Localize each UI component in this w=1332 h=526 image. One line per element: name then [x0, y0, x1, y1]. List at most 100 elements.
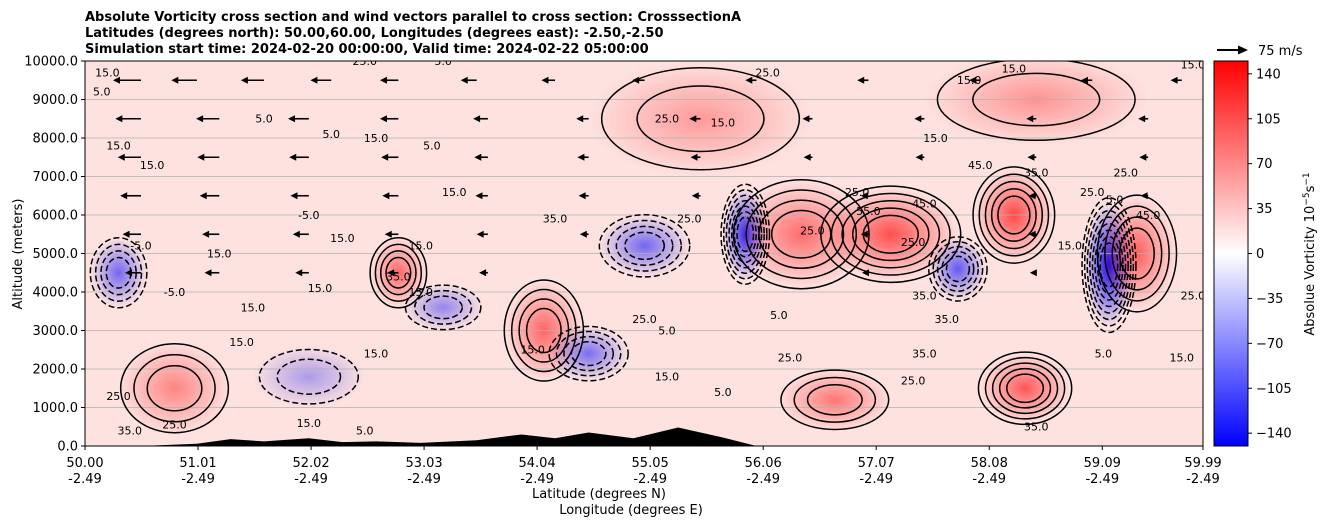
contour-line-42 — [830, 192, 951, 276]
wind-vector-40 — [578, 192, 589, 200]
colorbar-tick-label-4: 0 — [1256, 247, 1264, 262]
x-tick-label-lon-3: -2.49 — [407, 472, 441, 487]
contour-line-7 — [276, 358, 342, 395]
contour-line-77 — [936, 61, 1136, 142]
colorbar-tick-label-2: 70 — [1256, 157, 1273, 172]
contour-line-22 — [555, 330, 622, 377]
y-tick-label-10: 10000.0 — [24, 55, 78, 70]
contour-label-41: 15.0 — [207, 247, 232, 260]
colorbar-label-unit: s — [1303, 185, 1318, 192]
contour-label-40: -5.0 — [164, 286, 185, 299]
wind-vector-19 — [689, 115, 701, 123]
wind-vector-34 — [1139, 153, 1149, 161]
title-line-1: Absolute Vorticity cross section and win… — [85, 10, 741, 25]
contour-line-68 — [1111, 216, 1163, 291]
vorticity-blob-18 — [924, 61, 1149, 146]
wind-vector-44 — [1140, 192, 1149, 200]
contour-line-46 — [936, 245, 979, 292]
x-tick-label-lon-10: -2.49 — [1186, 472, 1220, 487]
colorbar-tick-label-0: 140 — [1256, 67, 1281, 82]
wind-vector-4 — [379, 76, 399, 84]
contour-line-45 — [941, 250, 975, 288]
contour-line-65 — [1083, 203, 1135, 327]
wind-vector-50 — [579, 230, 589, 238]
contour-line-33 — [722, 189, 768, 280]
contour-label-33: 35.0 — [543, 213, 568, 226]
wind-vector-24 — [117, 153, 141, 161]
contour-line-9 — [385, 256, 412, 289]
contour-label-21: 45.0 — [968, 159, 993, 172]
contour-label-2: 15.0 — [106, 140, 131, 153]
contour-line-32 — [725, 194, 765, 274]
contour-line-51 — [984, 180, 1044, 250]
contour-label-19: 15.0 — [711, 116, 736, 129]
wind-vector-43 — [1028, 192, 1037, 200]
wind-vector-7 — [632, 76, 645, 84]
contour-label-34: 25.0 — [677, 213, 702, 226]
colorbar-label-unit-exp: −1 — [1302, 172, 1312, 185]
x-tick-label-lat-6: 56.06 — [745, 456, 782, 471]
wind-vector-59 — [1029, 269, 1037, 277]
contour-line-3 — [89, 237, 148, 309]
contour-label-20: 15.0 — [923, 132, 948, 145]
x-tick-label-lon-7: -2.49 — [859, 472, 893, 487]
x-tick-label-lon-4: -2.49 — [520, 472, 554, 487]
contour-label-12: 15.0 — [1002, 63, 1027, 76]
contour-label-54: 15.0 — [520, 344, 545, 357]
wind-vector-3 — [310, 76, 332, 84]
y-axis-ticks: 0.0 1000.0 2000.0 3000.0 4000.0 5000.0 6000.0 7… — [24, 55, 85, 455]
contour-label-1: 5.0 — [93, 86, 111, 99]
contour-line-37 — [745, 189, 858, 280]
contour-label-27: 45.0 — [912, 197, 937, 210]
x-tick-label-lat-0: 50.00 — [66, 456, 103, 471]
y-tick-label-1: 1000.0 — [33, 401, 79, 416]
contour-line-62 — [1091, 222, 1127, 308]
contour-label-56: 25.0 — [778, 351, 803, 364]
contour-line-59 — [1099, 242, 1119, 288]
contour-label-30: -5.0 — [298, 209, 319, 222]
contour-line-63 — [1089, 216, 1129, 314]
contour-line-74 — [636, 85, 765, 153]
y-tick-label-0: 0.0 — [57, 440, 78, 455]
contour-line-8 — [258, 348, 360, 405]
x-tick-label-lon-5: -2.49 — [633, 472, 667, 487]
wind-vector-18 — [576, 115, 589, 123]
contour-label-60: 25.0 — [106, 390, 131, 403]
colorbar-tick-label-3: 35 — [1256, 202, 1273, 217]
contour-label-45: 15.0 — [408, 286, 433, 299]
contour-line-43 — [820, 185, 962, 284]
wind-vector-48 — [384, 230, 399, 238]
contour-label-14: 5.0 — [255, 113, 273, 126]
contour-line-75 — [600, 66, 801, 171]
wind-vector-15 — [288, 115, 309, 123]
contour-label-32: 15.0 — [408, 240, 433, 253]
contour-label-6: 5.0 — [434, 55, 452, 68]
contour-line-31 — [728, 200, 763, 269]
contour-line-69 — [1104, 205, 1170, 302]
wind-vector-29 — [577, 153, 589, 161]
contour-label-63: 15.0 — [297, 417, 322, 430]
wind-vector-12 — [1170, 76, 1182, 84]
plot-area: 15.0 5.0 15.0 15.0 15.0 25.0 5.0 15.0 25.0 25.0 15… — [85, 55, 1203, 446]
wind-vector-57 — [479, 269, 488, 277]
wind-vector-37 — [290, 192, 309, 200]
contour-line-52 — [978, 173, 1050, 257]
contour-label-39: -5.0 — [130, 240, 151, 253]
y-tick-label-3: 3000.0 — [33, 324, 79, 339]
title-line-2: Latitudes (degrees north): 50.00,60.00, … — [85, 26, 664, 41]
wind-vector-23 — [1138, 115, 1149, 123]
colorbar-tick-label-8: −140 — [1256, 427, 1292, 442]
contour-line-44 — [945, 255, 971, 283]
contour-line-5 — [133, 354, 216, 423]
wind-vector-25 — [197, 153, 220, 161]
quiver-key-arrowhead — [1238, 45, 1248, 55]
contour-line-26 — [607, 219, 683, 272]
contour-label-65: 5.0 — [714, 386, 732, 399]
wind-vector-11 — [1081, 76, 1093, 84]
colorbar-tick-label-6: −70 — [1256, 337, 1283, 352]
quiver-key-label: 75 m/s — [1258, 44, 1303, 59]
wind-vector-54 — [204, 269, 220, 277]
vorticity-blob-1 — [118, 342, 231, 435]
x-tick-label-lat-8: 58.08 — [971, 456, 1008, 471]
x-tick-label-lon-0: -2.49 — [68, 472, 102, 487]
